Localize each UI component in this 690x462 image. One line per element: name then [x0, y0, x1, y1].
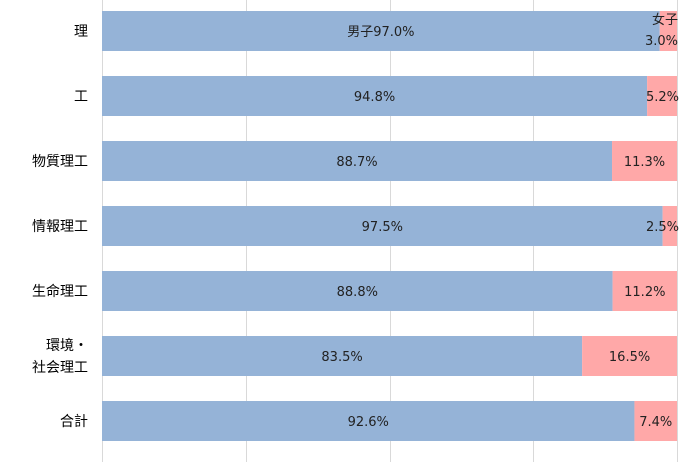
category-label: 理: [74, 24, 88, 40]
data-label: 83.5%: [321, 350, 362, 365]
bar-segment-male: [102, 401, 635, 441]
bar-segment-male: [102, 206, 663, 246]
data-label: 92.6%: [348, 415, 389, 430]
category-label: 社会理工: [32, 360, 88, 376]
bars: [102, 11, 677, 441]
data-label: 2.5%: [646, 220, 679, 235]
bar-segment-female: [659, 11, 677, 51]
category-label: 合計: [60, 414, 88, 430]
bar-segment-male: [102, 11, 660, 51]
category-label: 環境・: [46, 338, 88, 354]
category-label: 工: [74, 89, 88, 105]
bar-segment-male: [102, 336, 583, 376]
data-label: 女子: [652, 12, 678, 28]
data-label: 88.8%: [337, 285, 378, 300]
bar-segment-male: [102, 271, 613, 311]
data-label: 3.0%: [645, 34, 678, 49]
data-label: 16.5%: [609, 350, 650, 365]
bar-labels: 男子97.0% 女子 3.0% 94.8% 5.2% 88.7% 11.3% 97.5% 2.5…: [321, 12, 679, 430]
bar-segment-male: [102, 141, 613, 181]
data-label: 11.2%: [624, 285, 665, 300]
bar-segment-female: [662, 206, 677, 246]
data-label: 11.3%: [624, 155, 665, 170]
bar-segment-female: [647, 76, 677, 116]
category-label: 情報理工: [32, 219, 88, 235]
bar-segment-male: [102, 76, 648, 116]
category-label: 物質理工: [32, 154, 88, 170]
bar-segment-female: [612, 141, 677, 181]
data-label: 94.8%: [354, 90, 395, 105]
bar-segment-female: [634, 401, 677, 441]
bar-segment-female: [582, 336, 677, 376]
data-label: 5.2%: [646, 90, 679, 105]
bar-segment-female: [612, 271, 677, 311]
data-label: 97.5%: [362, 220, 403, 235]
data-label: 88.7%: [336, 155, 377, 170]
data-label: 男子97.0%: [347, 25, 414, 40]
data-label: 7.4%: [639, 415, 672, 430]
category-label: 生命理工: [32, 283, 88, 300]
